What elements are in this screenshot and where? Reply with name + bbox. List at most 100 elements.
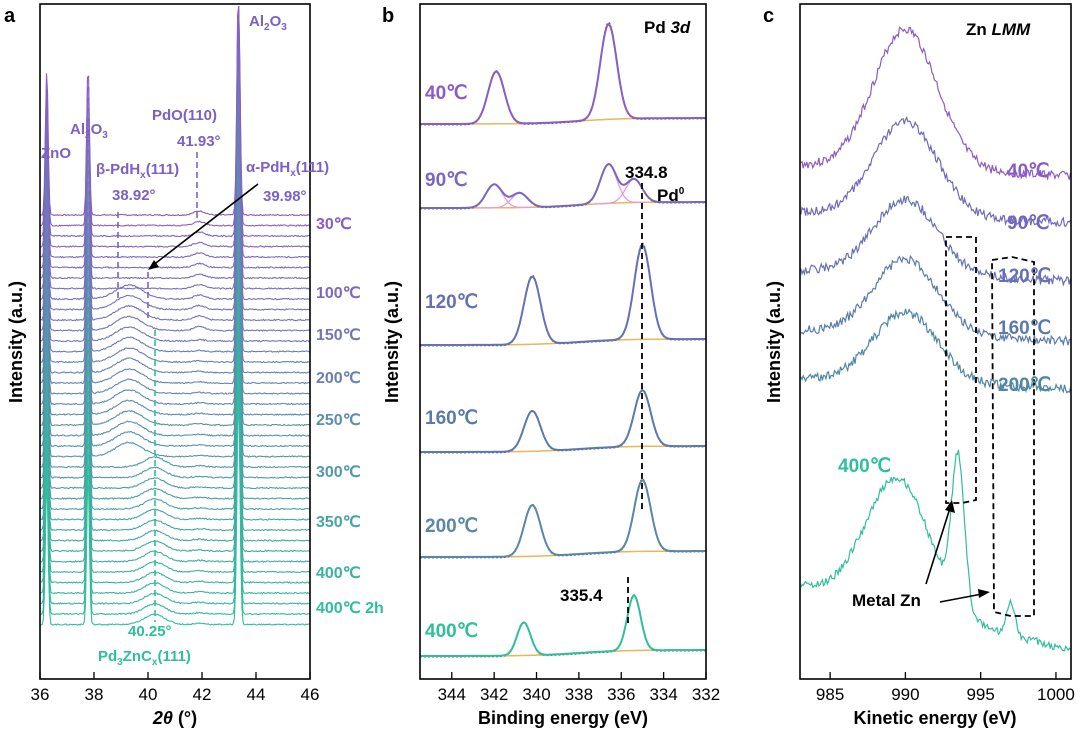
xrd-scan-line [39, 292, 311, 521]
xrd-scan-line [39, 261, 311, 490]
b-fit-line [420, 244, 706, 346]
c-xtick-label: 985 [816, 685, 844, 704]
c-temperature-label: 90℃ [1007, 213, 1049, 234]
b-temperature-label: 200℃ [425, 516, 478, 537]
panel-a-curves [39, 5, 311, 626]
b-raw-dotted-line [420, 21, 706, 126]
c-spectrum-line [800, 195, 1072, 287]
b-xtick-label: 336 [607, 685, 635, 704]
b-xtick-label: 332 [692, 685, 720, 704]
b-temperature-label: 120℃ [425, 292, 478, 313]
c-spectrum-line [800, 449, 1071, 652]
a-xtick-label: 44 [247, 685, 266, 704]
a-xtick-label: 36 [31, 685, 50, 704]
c-temperature-label: 160℃ [998, 318, 1051, 339]
metal-zn-label: Metal Zn [852, 591, 921, 610]
c-temperature-label: 200℃ [998, 375, 1051, 396]
metal-zn-arrowhead-1 [945, 500, 955, 513]
panel-b: b 344 342 340 338 336 334 332 Pd 3d Binding en… [382, 3, 720, 728]
a-temperature-label: 100℃ [316, 285, 361, 302]
b-fit-line [420, 23, 706, 125]
pdo-label: PdO(110) [152, 107, 217, 124]
b-fit-line [420, 163, 706, 209]
metal-zn-arrow-1 [925, 507, 951, 585]
beta-pdhx-label: β-PdHx(111) [96, 161, 179, 181]
panel-a-letter: a [4, 5, 16, 27]
metal-zn-arrow-2 [939, 593, 983, 603]
a-xtick-label: 40 [139, 685, 158, 704]
panel-c-temperature-labels: 40℃ 90℃ 120℃ 160℃ 200℃ 400℃ [838, 161, 1051, 477]
zno-label: ZnO [41, 145, 71, 162]
panel-a-xlabel: 2θ (°) [152, 708, 197, 728]
b-temperature-label: 40℃ [425, 83, 467, 104]
panel-c-letter: c [763, 5, 774, 27]
xrd-scan-line [39, 229, 311, 458]
alpha-arrowhead [148, 260, 159, 270]
panel-a-temperature-labels: 30℃ 100℃ 150℃ 200℃ 250℃ 300℃ 350℃ 400℃ 400℃ 2h [316, 216, 384, 617]
a-temperature-label: 300℃ [316, 464, 361, 481]
pd3zncx-value: 40.25° [128, 623, 172, 640]
xrd-scan-line [39, 398, 310, 626]
b-component-peak [481, 192, 557, 209]
panel-c-ylabel: Intensity (a.u.) [764, 281, 784, 403]
xrd-scan-line [39, 324, 311, 553]
panel-b-xlabel: Binding energy (eV) [478, 708, 648, 728]
xrd-scan-line [39, 114, 311, 343]
panel-b-ticks: 344 342 340 338 336 334 332 [438, 672, 720, 704]
c-temperature-label: 120℃ [998, 266, 1051, 287]
metal-zn-box-2 [991, 256, 1035, 617]
panel-c: c 985 990 995 1000 Zn LMM Kinetic energy (e… [763, 3, 1075, 728]
xrd-scan-line [39, 387, 311, 616]
panel-a-ticks: 36 38 40 42 44 46 [31, 672, 320, 704]
beta-pdhx-value: 38.92° [112, 187, 156, 204]
a-temperature-label: 400℃ 2h [316, 600, 384, 617]
b-xtick-label: 342 [480, 685, 508, 704]
xrd-scan-line [39, 356, 311, 584]
xrd-scan-line [39, 198, 311, 427]
xrd-scan-line [39, 187, 311, 416]
panel-b-curves [420, 21, 706, 658]
alpha-pdhx-label: α-PdHx(111) [246, 159, 329, 179]
a-xtick-label: 46 [301, 685, 320, 704]
xrd-scan-line [39, 177, 311, 406]
a-temperature-label: 30℃ [316, 216, 352, 233]
a-temperature-label: 150℃ [316, 327, 361, 344]
panel-b-temperature-labels: 40℃ 90℃ 120℃ 160℃ 200℃ 400℃ [425, 83, 478, 642]
xrd-scan-line [40, 145, 310, 374]
a-temperature-label: 350℃ [316, 514, 361, 531]
b-xtick-label: 338 [565, 685, 593, 704]
a-xtick-label: 42 [193, 685, 212, 704]
b-xtick-label: 334 [649, 685, 677, 704]
panel-b-title: Pd 3d [644, 18, 691, 37]
pd0-label: Pd0 [657, 186, 685, 205]
a-temperature-label: 400℃ [316, 565, 361, 582]
xrd-scan-line [39, 345, 311, 574]
value-334-8: 334.8 [625, 163, 668, 182]
c-spectrum-line [800, 26, 1072, 182]
alpha-pdhx-value: 39.98° [263, 188, 307, 205]
panel-b-frame [419, 3, 707, 680]
panel-b-letter: b [382, 5, 394, 27]
b-fit-line [420, 594, 706, 657]
metal-zn-box-1 [945, 236, 977, 504]
c-xtick-label: 995 [966, 685, 994, 704]
b-temperature-label: 90℃ [425, 170, 467, 191]
b-fit-line [420, 389, 706, 453]
b-xtick-label: 344 [438, 685, 466, 704]
a-temperature-label: 200℃ [316, 370, 361, 387]
xrd-scan-line [40, 250, 311, 479]
panel-c-curves [800, 26, 1072, 652]
b-temperature-label: 160℃ [425, 408, 478, 429]
c-xtick-label: 1000 [1037, 685, 1075, 704]
c-spectrum-line [800, 116, 1071, 228]
panel-c-frame [799, 3, 1072, 680]
panel-a-frame [39, 3, 311, 680]
panel-a: a 36 38 40 42 44 46 2θ (°) Intensity (a.u.) Z… [4, 3, 384, 728]
metal-zn-arrowhead-2 [978, 589, 990, 598]
xrd-scan-line [40, 303, 311, 532]
c-spectrum-line [800, 254, 1071, 347]
panel-c-ticks: 985 990 995 1000 [816, 672, 1075, 704]
xrd-scan-line [39, 41, 311, 269]
xrd-scan-line [39, 219, 311, 448]
pd3zncx-label: Pd3ZnCx(111) [98, 648, 191, 668]
